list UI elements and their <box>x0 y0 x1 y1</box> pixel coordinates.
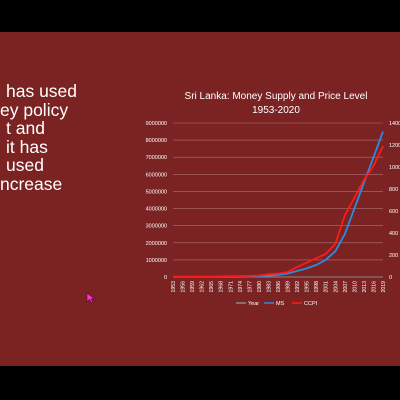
legend-label-ms: MS <box>276 301 285 307</box>
right-axis-tick-label: 1400 <box>389 121 400 127</box>
right-axis-tick-label: 1000 <box>389 165 400 171</box>
left-axis-tick-label: 6000000 <box>146 172 167 178</box>
left-axis-tick-label: 0 <box>164 275 167 281</box>
slide-body-text: has used ey policy t and it has used ncr… <box>0 82 120 193</box>
x-axis-tick-label: 2007 <box>343 281 349 293</box>
left-axis-ticks: 0 1000000 2000000 3000000 4000000 5000000 6000… <box>146 121 167 281</box>
right-axis-tick-label: 600 <box>389 209 398 215</box>
chart-title-continued: 1953-2020 <box>252 105 300 116</box>
left-axis-tick-label: 5000000 <box>146 189 167 195</box>
x-axis-ticks: 1953 1956 1959 1962 1965 1968 1971 1974 1977 1980… <box>171 281 387 293</box>
right-axis-tick-label: 200 <box>389 253 398 259</box>
right-axis-tick-label: 800 <box>389 187 398 193</box>
x-axis-tick-label: 1965 <box>209 281 215 293</box>
chart-legend: Year MS CCPI <box>236 301 318 307</box>
x-axis-tick-label: 1995 <box>305 281 311 293</box>
x-axis-tick-label: 1974 <box>238 281 244 293</box>
body-text-line: ncrease <box>0 173 63 194</box>
series-line-ccpi <box>173 145 384 278</box>
chart-title: Sri Lanka: Money Supply and Price Level <box>185 91 368 102</box>
x-axis-tick-label: 1986 <box>276 281 282 293</box>
left-axis-tick-label: 8000000 <box>146 138 167 144</box>
x-axis-tick-label: 1992 <box>295 281 301 293</box>
body-text-line: it has <box>6 136 48 157</box>
body-text-line: has used <box>6 81 78 101</box>
right-axis-tick-label: 400 <box>389 231 398 237</box>
x-axis-tick-label: 1968 <box>219 281 225 293</box>
right-axis-tick-label: 1200 <box>389 143 400 149</box>
x-axis-tick-label: 2001 <box>324 281 330 293</box>
x-axis-tick-label: 1989 <box>286 281 292 293</box>
x-axis-tick-label: 1959 <box>190 281 196 293</box>
body-text-line: t and <box>6 118 45 138</box>
left-axis-tick-label: 2000000 <box>146 241 167 247</box>
left-axis-tick-label: 7000000 <box>146 155 167 161</box>
x-axis-tick-label: 1953 <box>171 281 177 293</box>
left-axis-tick-label: 9000000 <box>146 121 167 127</box>
legend-label-year: Year <box>248 301 259 307</box>
x-axis-tick-label: 2016 <box>371 281 377 293</box>
body-text-line: ey policy <box>0 99 69 120</box>
x-axis-tick-label: 1998 <box>314 281 320 293</box>
body-text-line: used <box>6 155 44 175</box>
x-axis-tick-label: 1983 <box>266 281 272 293</box>
slide-background <box>0 32 400 366</box>
mouse-cursor-icon <box>86 292 96 304</box>
left-axis-tick-label: 4000000 <box>146 207 167 213</box>
left-axis-tick-label: 1000000 <box>146 258 167 264</box>
x-axis-tick-label: 1977 <box>247 281 253 293</box>
x-axis-tick-label: 1980 <box>257 281 263 293</box>
left-axis-tick-label: 3000000 <box>146 224 167 230</box>
x-axis-tick-label: 2004 <box>333 281 339 293</box>
chart-series-lines <box>173 131 384 278</box>
x-axis-tick-label: 2013 <box>362 281 368 293</box>
right-axis-tick-label: 0 <box>389 275 392 281</box>
x-axis-tick-label: 1956 <box>181 281 187 293</box>
x-axis-tick-label: 1962 <box>200 281 206 293</box>
x-axis-tick-label: 2019 <box>381 281 387 293</box>
legend-label-ccpi: CCPI <box>304 301 318 307</box>
x-axis-tick-label: 2010 <box>352 281 358 293</box>
x-axis-tick-label: 1971 <box>228 281 234 293</box>
right-axis-ticks: 0 200 400 600 800 1000 1200 1400 <box>389 121 400 281</box>
chart-gridlines <box>173 122 383 278</box>
